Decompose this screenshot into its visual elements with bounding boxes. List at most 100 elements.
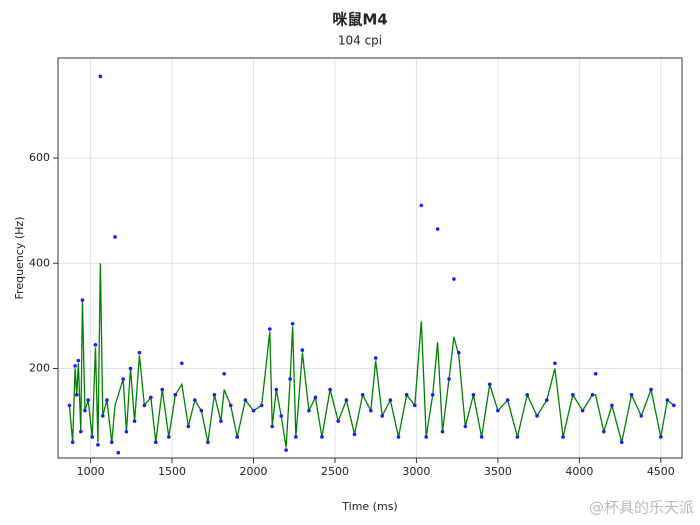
point	[212, 393, 217, 397]
point	[413, 403, 417, 408]
point	[279, 414, 284, 418]
point	[388, 398, 393, 402]
point	[153, 440, 158, 445]
point	[222, 371, 226, 376]
point	[515, 435, 520, 439]
point	[80, 298, 85, 302]
point	[544, 398, 549, 402]
point	[649, 387, 653, 392]
point	[456, 350, 461, 355]
point	[479, 435, 484, 439]
point	[435, 227, 440, 231]
point	[86, 398, 90, 402]
point	[313, 395, 318, 400]
point	[74, 393, 79, 397]
point	[553, 361, 557, 366]
point	[629, 393, 634, 397]
point	[452, 277, 456, 281]
point	[290, 321, 295, 326]
y-tick-label: 400	[29, 256, 50, 269]
point	[270, 424, 275, 429]
point	[352, 432, 357, 437]
plot-frame	[57, 57, 683, 459]
point	[149, 395, 153, 400]
point	[487, 382, 492, 387]
point	[561, 435, 565, 439]
point	[419, 203, 424, 208]
point	[268, 327, 272, 331]
point	[672, 403, 676, 408]
point	[105, 398, 109, 402]
point	[70, 440, 75, 445]
x-tick-label: 1500	[158, 465, 186, 478]
point	[251, 408, 256, 413]
x-tick-label: 4500	[647, 465, 675, 478]
point	[142, 403, 147, 408]
point	[288, 377, 292, 381]
point	[193, 398, 197, 402]
line	[68, 263, 675, 448]
point	[121, 377, 125, 381]
point	[173, 393, 178, 397]
point	[328, 387, 332, 392]
point	[440, 429, 445, 434]
point	[294, 435, 298, 439]
point	[228, 403, 233, 408]
point	[320, 435, 324, 439]
point	[124, 429, 129, 434]
point	[166, 435, 171, 439]
point	[380, 414, 385, 418]
point	[396, 435, 401, 439]
point	[206, 440, 210, 445]
point	[373, 356, 378, 360]
point	[186, 424, 191, 429]
point	[505, 398, 510, 402]
point	[259, 403, 264, 408]
point	[199, 408, 204, 413]
point	[336, 419, 341, 423]
point	[180, 361, 184, 366]
point	[83, 408, 87, 413]
point	[639, 414, 644, 418]
y-tick-label: 200	[29, 362, 50, 375]
x-tick-label: 2500	[321, 465, 349, 478]
point	[610, 403, 614, 408]
point	[590, 393, 595, 397]
point	[137, 350, 142, 355]
chart-title: 咪鼠M4	[332, 11, 387, 29]
point	[73, 364, 77, 368]
point	[243, 398, 248, 402]
x-tick-label: 2000	[240, 465, 268, 478]
point	[109, 440, 114, 445]
y-axis-label: Frequency (Hz)	[13, 217, 26, 300]
x-tick-label: 4000	[565, 465, 593, 478]
point	[369, 408, 373, 413]
point	[79, 429, 83, 434]
point	[619, 440, 624, 445]
point	[128, 366, 133, 371]
point	[284, 448, 288, 452]
point	[235, 435, 240, 439]
x-tick-label: 1000	[77, 465, 105, 478]
watermark: @杯具的乐天派	[589, 499, 694, 517]
x-tick-label: 3000	[402, 465, 430, 478]
point	[571, 393, 575, 397]
point	[132, 419, 137, 423]
point	[496, 408, 500, 413]
y-tick-label: 600	[29, 151, 50, 164]
point	[98, 74, 103, 79]
x-axis-label: Time (ms)	[341, 500, 397, 513]
point	[471, 393, 476, 397]
x-tick-label: 3500	[484, 465, 512, 478]
point	[463, 424, 468, 429]
point	[424, 435, 429, 439]
point	[601, 429, 606, 434]
point	[274, 387, 279, 392]
point	[160, 387, 165, 392]
point	[101, 414, 105, 418]
point	[665, 398, 670, 402]
point	[76, 358, 81, 363]
point	[219, 419, 223, 423]
point	[96, 443, 100, 447]
